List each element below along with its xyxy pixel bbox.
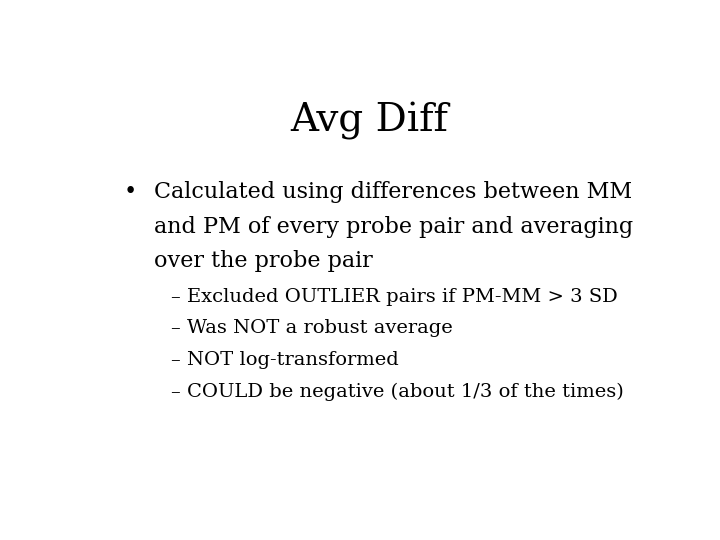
- Text: •: •: [124, 181, 137, 203]
- Text: – Was NOT a robust average: – Was NOT a robust average: [171, 319, 453, 338]
- Text: and PM of every probe pair and averaging: and PM of every probe pair and averaging: [154, 216, 634, 238]
- Text: Avg Diff: Avg Diff: [290, 102, 448, 140]
- Text: – NOT log-transformed: – NOT log-transformed: [171, 351, 399, 369]
- Text: over the probe pair: over the probe pair: [154, 250, 373, 272]
- Text: Calculated using differences between MM: Calculated using differences between MM: [154, 181, 632, 203]
- Text: – COULD be negative (about 1/3 of the times): – COULD be negative (about 1/3 of the ti…: [171, 382, 624, 401]
- Text: – Excluded OUTLIER pairs if PM-MM > 3 SD: – Excluded OUTLIER pairs if PM-MM > 3 SD: [171, 288, 618, 306]
